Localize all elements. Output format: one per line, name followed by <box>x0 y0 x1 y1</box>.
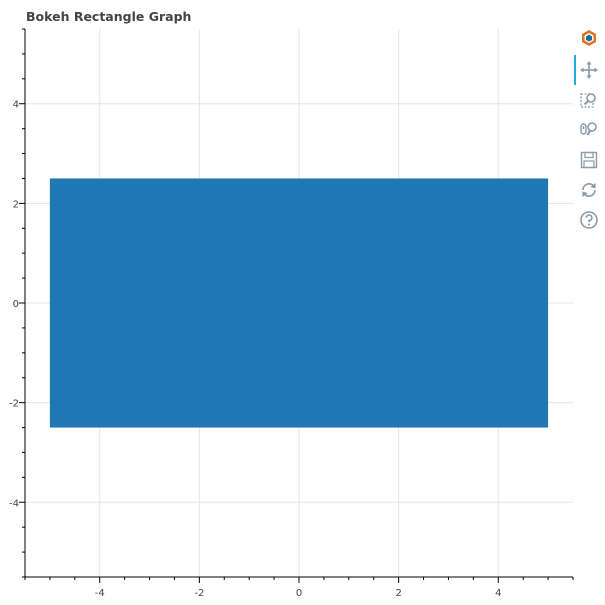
toolbar <box>574 28 604 248</box>
y-tick-label: -4 <box>9 498 19 509</box>
data-marks <box>49 178 549 428</box>
x-tick-label: 0 <box>296 588 302 599</box>
wheel-zoom-tool-icon[interactable] <box>578 119 600 141</box>
x-tick-label: -4 <box>95 588 105 599</box>
reset-tool-icon[interactable] <box>578 179 600 201</box>
pan-tool-icon[interactable] <box>578 59 600 81</box>
save-tool-icon[interactable] <box>578 149 600 171</box>
y-tick-label: 4 <box>13 100 19 111</box>
active-tool-indicator <box>574 55 576 85</box>
bokeh-logo-icon[interactable] <box>578 28 600 50</box>
x-tick-label: 2 <box>395 588 401 599</box>
box-zoom-tool-icon[interactable] <box>578 89 600 111</box>
x-tick-label: -2 <box>194 588 204 599</box>
help-tool-icon[interactable] <box>578 209 600 231</box>
x-tick-label: 4 <box>495 588 501 599</box>
chart-title: Bokeh Rectangle Graph <box>26 9 192 24</box>
axes: -4 -2 0 2 4 -4 -2 0 2 4 <box>9 28 574 599</box>
y-tick-label: 0 <box>13 299 19 310</box>
rect-mark <box>49 178 549 428</box>
y-tick-label: -2 <box>9 399 19 410</box>
y-tick-label: 2 <box>13 199 19 210</box>
